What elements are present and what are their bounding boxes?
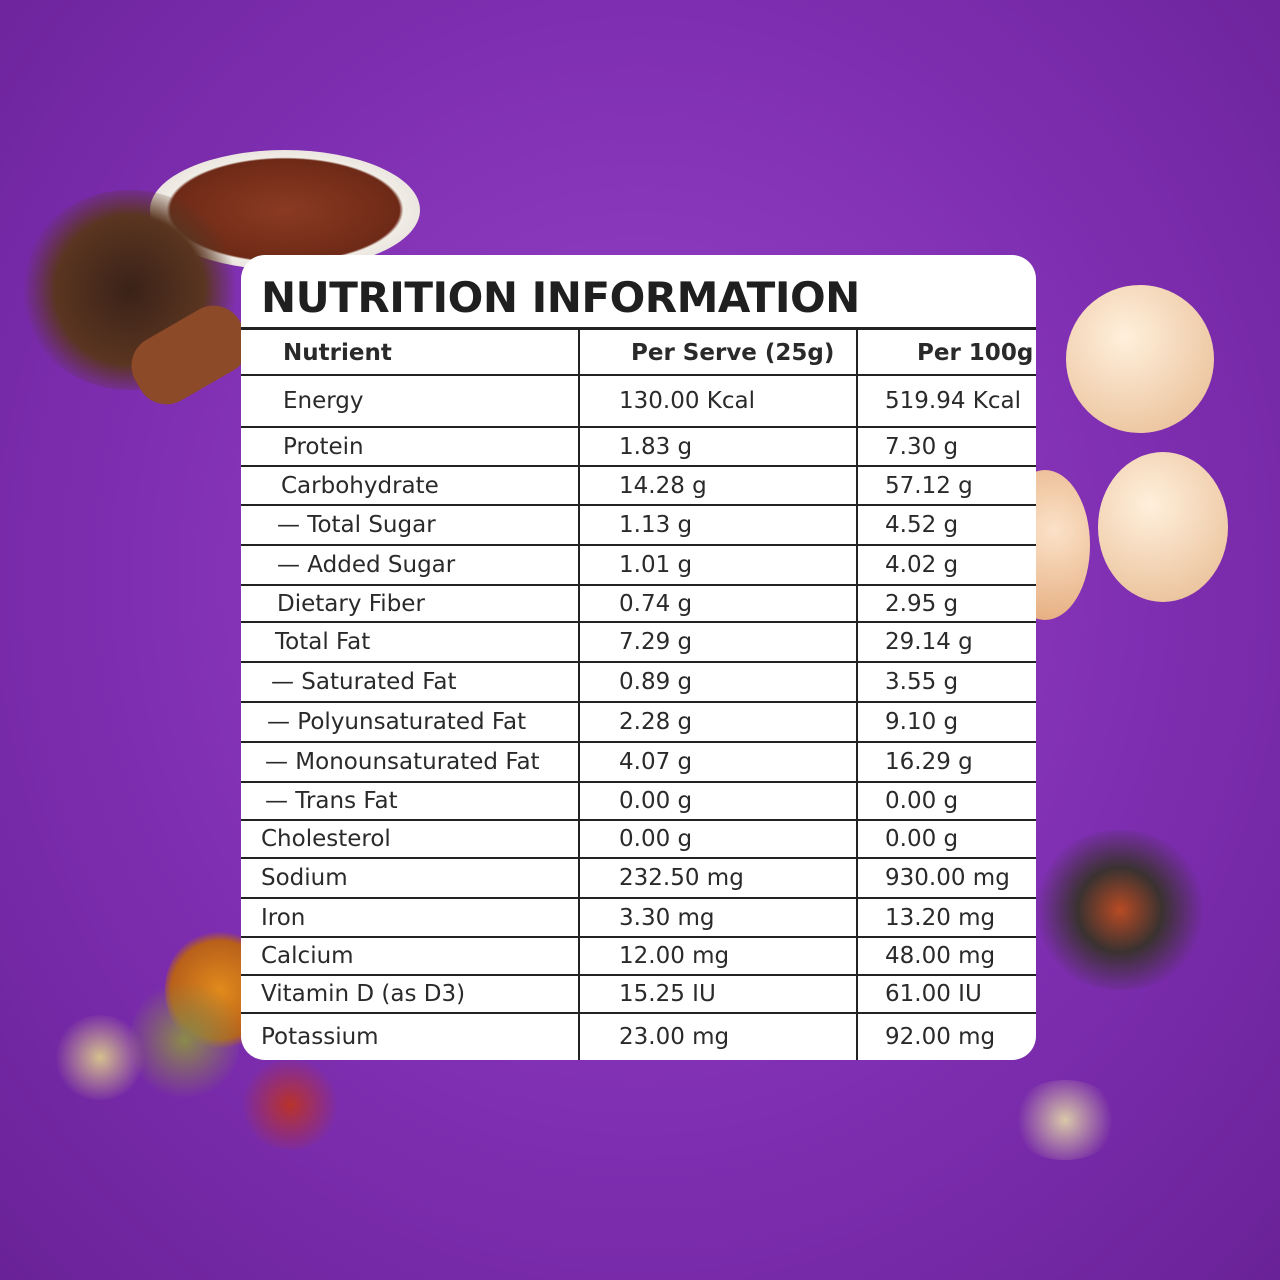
nutrient-value: 57.12 g — [885, 472, 973, 499]
nutrient-name: Protein — [283, 433, 364, 460]
nutrient-value: 15.25 IU — [619, 981, 716, 1007]
nutrient-value: 2.95 g — [885, 590, 959, 617]
row-rule — [241, 504, 1036, 506]
row-rule — [241, 1012, 1036, 1014]
nutrient-name: — Monounsaturated Fat — [265, 749, 540, 775]
row-rule — [241, 465, 1036, 467]
nutrient-name: Total Fat — [275, 629, 371, 655]
nutrient-value: 29.14 g — [885, 629, 973, 655]
spice-pile — [130, 980, 240, 1100]
nutrient-name: Iron — [261, 904, 306, 931]
nutrient-name: Potassium — [261, 1023, 379, 1050]
row-rule — [241, 426, 1036, 428]
rule — [241, 374, 1036, 376]
nutrient-value: 12.00 mg — [619, 943, 730, 969]
row-rule — [241, 936, 1036, 938]
nutrient-name: — Saturated Fat — [271, 669, 457, 695]
nutrient-name: — Added Sugar — [277, 552, 456, 578]
nutrient-name: Energy — [283, 388, 364, 414]
nutrient-name: — Trans Fat — [265, 788, 398, 814]
nutrient-value: 0.00 g — [619, 826, 693, 852]
nutrient-value: 0.00 g — [619, 788, 693, 814]
column-header: Per Serve (25g) — [631, 340, 835, 366]
nutrient-name: Cholesterol — [261, 826, 391, 852]
row-rule — [241, 974, 1036, 976]
spice-pile — [1010, 1080, 1120, 1160]
nutrient-value: 7.30 g — [885, 433, 959, 460]
nutrient-value: 232.50 mg — [619, 865, 744, 891]
nutrient-value: 9.10 g — [885, 709, 959, 735]
nutrient-value: 23.00 mg — [619, 1023, 730, 1050]
nutrient-value: 0.74 g — [619, 590, 693, 617]
nutrient-value: 0.89 g — [619, 669, 693, 695]
row-rule — [241, 741, 1036, 743]
nutrient-value: 130.00 Kcal — [619, 388, 756, 414]
nutrient-value: 4.07 g — [619, 749, 693, 775]
nutrient-value: 7.29 g — [619, 629, 693, 655]
column-header: Per 100g — [917, 340, 1034, 366]
makhana — [1098, 452, 1228, 602]
row-rule — [241, 857, 1036, 859]
column-rule — [578, 330, 580, 1060]
title: NUTRITION INFORMATION — [261, 273, 860, 322]
rule — [241, 327, 1036, 330]
nutrient-value: 3.30 mg — [619, 904, 715, 931]
row-rule — [241, 544, 1036, 546]
nutrient-value: 48.00 mg — [885, 943, 996, 969]
row-rule — [241, 621, 1036, 623]
row-rule — [241, 584, 1036, 586]
row-rule — [241, 897, 1036, 899]
column-rule — [856, 330, 858, 1060]
nutrient-value: 4.02 g — [885, 552, 959, 578]
nutrient-value: 930.00 mg — [885, 865, 1010, 891]
nutrient-value: 14.28 g — [619, 472, 707, 499]
nutrient-name: Calcium — [261, 943, 354, 969]
nutrient-value: 3.55 g — [885, 669, 959, 695]
nutrient-name: Dietary Fiber — [277, 590, 425, 617]
row-rule — [241, 819, 1036, 821]
nutrient-value: 4.52 g — [885, 512, 959, 538]
column-header: Nutrient — [283, 340, 392, 366]
chili-powder — [240, 1060, 340, 1150]
row-rule — [241, 781, 1036, 783]
nutrient-value: 519.94 Kcal — [885, 388, 1022, 414]
nutrient-value: 1.83 g — [619, 433, 693, 460]
nutrient-name: Vitamin D (as D3) — [261, 981, 466, 1007]
nutrient-name: Sodium — [261, 865, 348, 891]
row-rule — [241, 701, 1036, 703]
nutrient-value: 13.20 mg — [885, 904, 996, 931]
nutrient-name: Carbohydrate — [281, 472, 439, 499]
nutrition-card: NUTRITION INFORMATION Nutrient Per Serve … — [241, 255, 1036, 1060]
nutrient-value: 1.01 g — [619, 552, 693, 578]
nutrient-name: — Polyunsaturated Fat — [267, 709, 527, 735]
nutrient-value: 92.00 mg — [885, 1023, 996, 1050]
spice-pile — [1030, 830, 1210, 990]
nutrient-value: 0.00 g — [885, 788, 959, 814]
nutrient-value: 61.00 IU — [885, 981, 982, 1007]
nutrient-value: 0.00 g — [885, 826, 959, 852]
nutrient-name: — Total Sugar — [277, 512, 436, 538]
nutrient-value: 1.13 g — [619, 512, 693, 538]
makhana — [1066, 285, 1214, 433]
nutrient-value: 2.28 g — [619, 709, 693, 735]
row-rule — [241, 661, 1036, 663]
nutrient-value: 16.29 g — [885, 749, 973, 775]
